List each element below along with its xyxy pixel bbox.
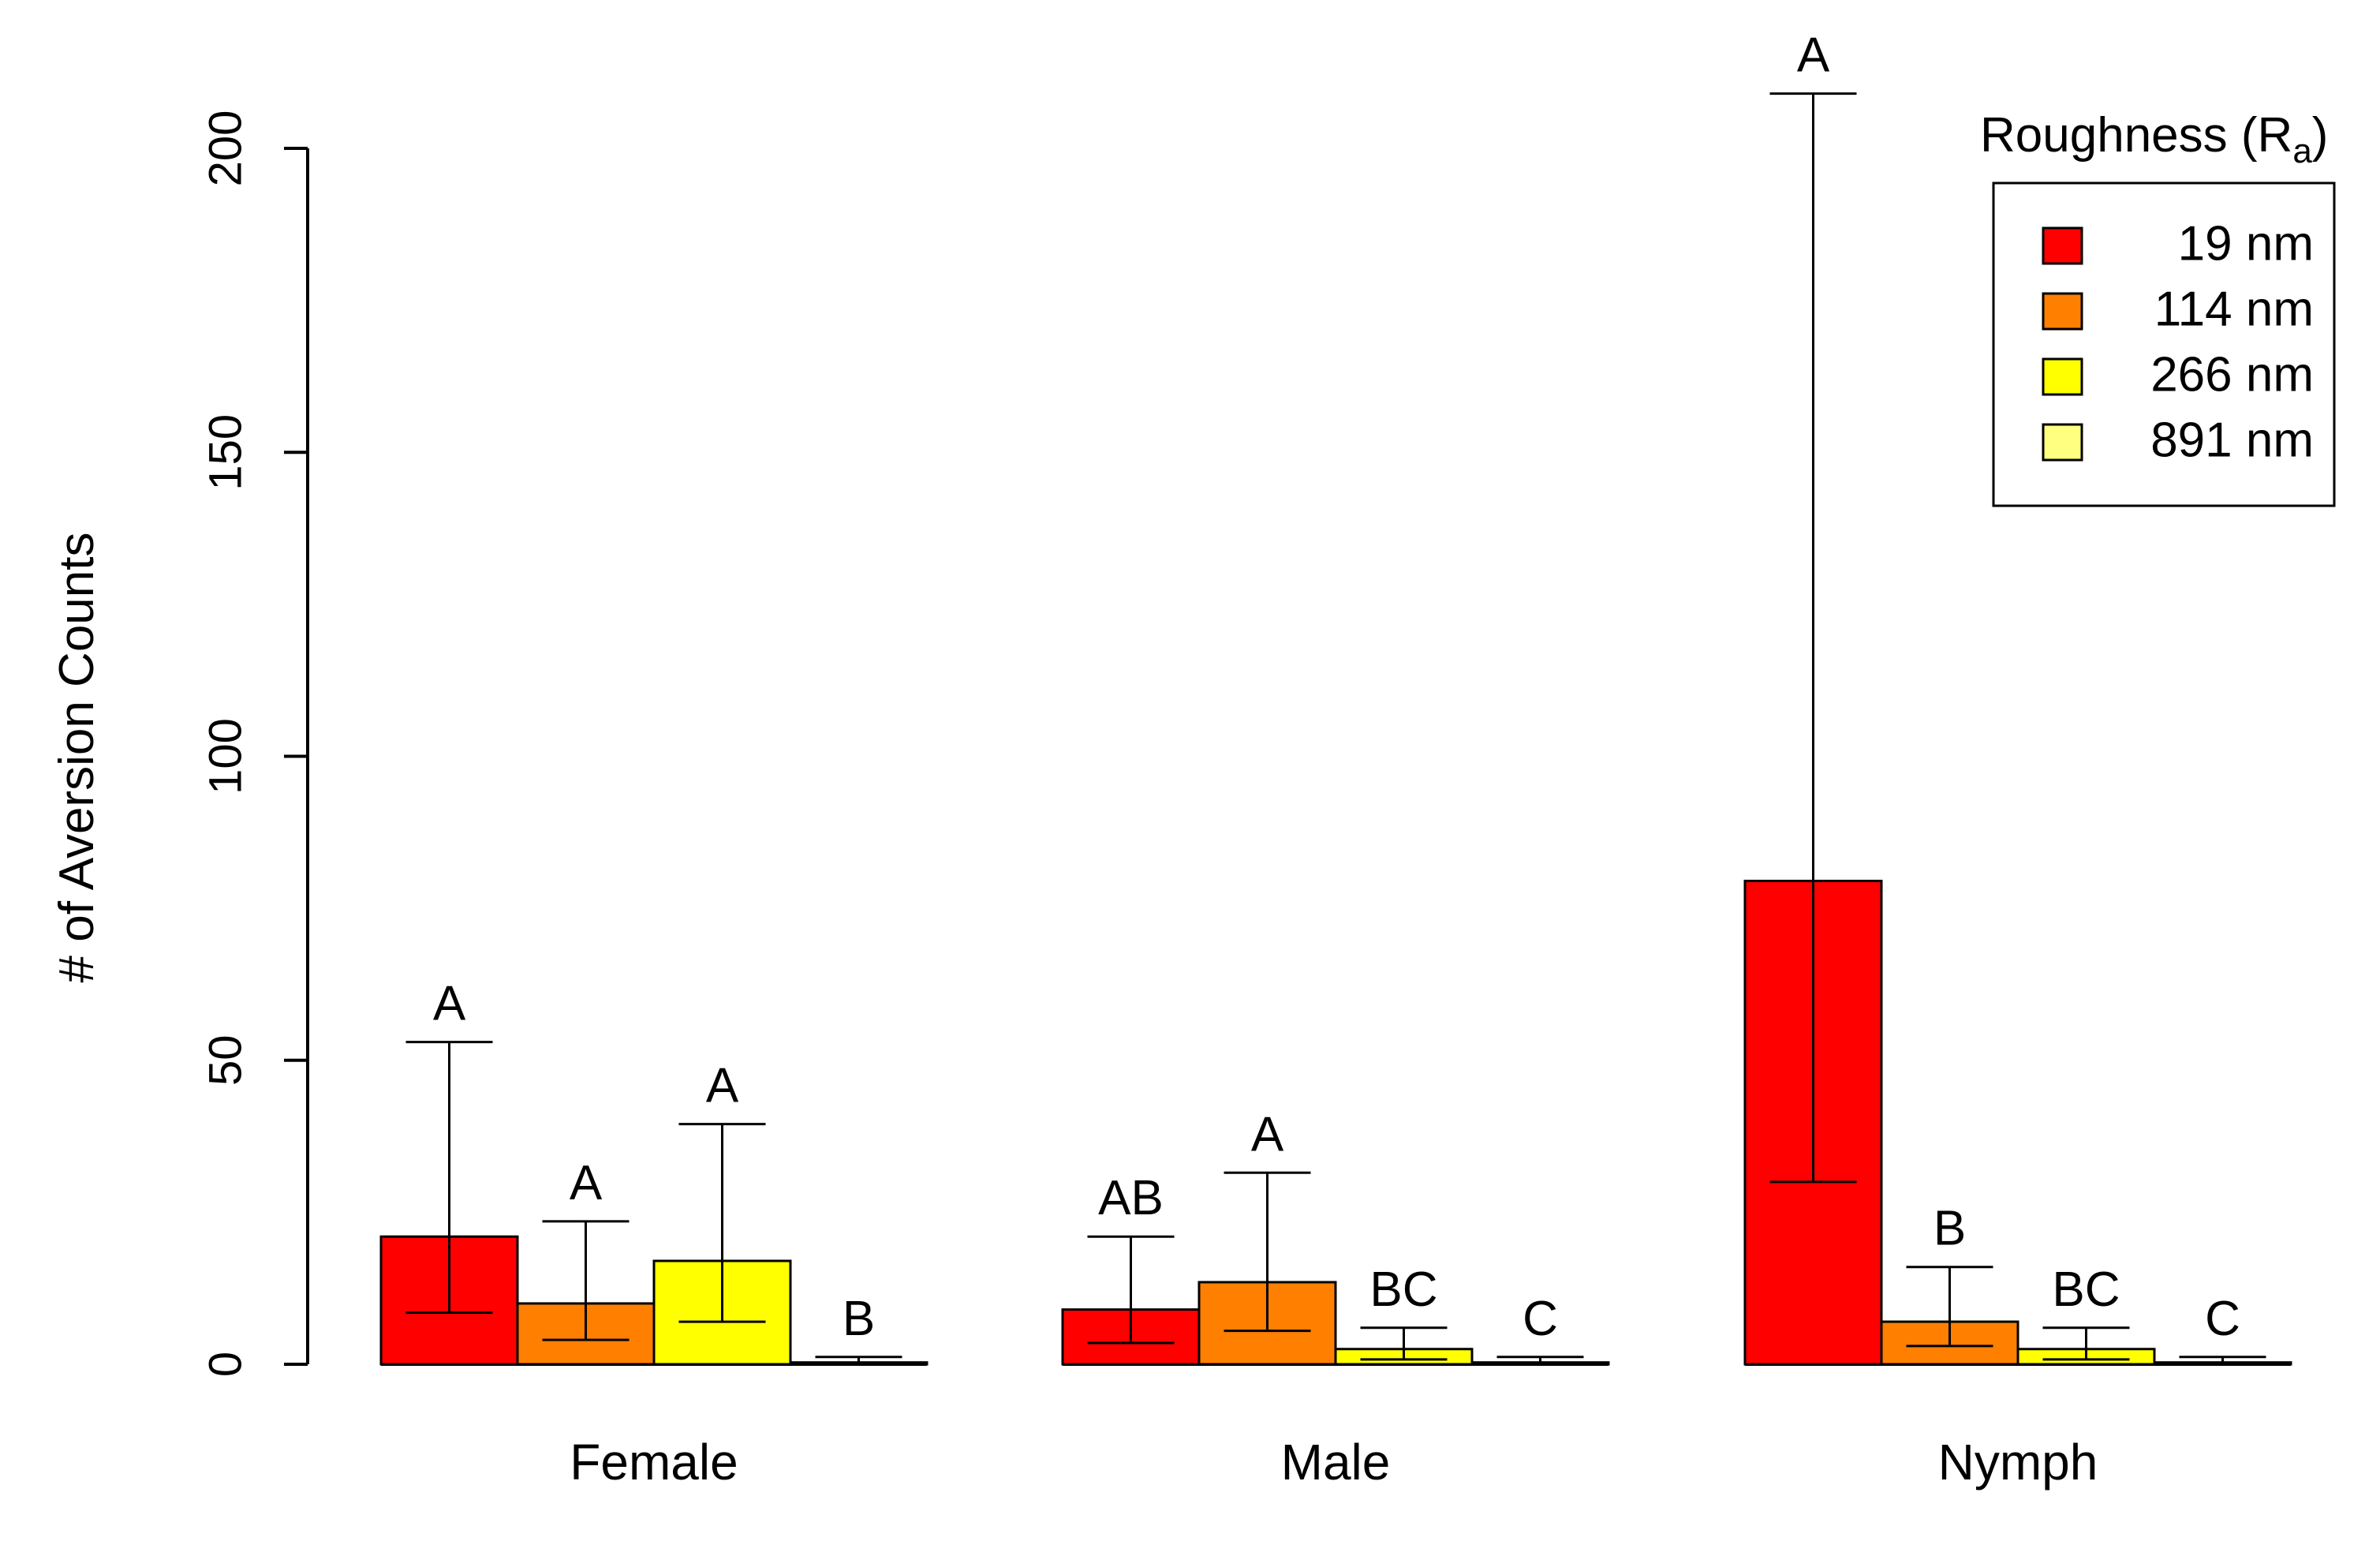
sig-letter-female-891nm: B [843, 1292, 875, 1346]
y-tick-label-50: 50 [200, 1034, 251, 1086]
category-labels-group: Female Male Nymph [570, 1434, 2098, 1491]
sig-letter-female-266nm: A [706, 1059, 739, 1113]
sig-letter-male-19nm: AB [1098, 1171, 1164, 1225]
legend-title-main: Roughness (R [1980, 108, 2292, 163]
legend-swatch-19nm [2042, 226, 2083, 265]
y-axis-ticks: 0 50 100 150 200 [200, 110, 308, 1377]
y-axis-title: # of Aversion Counts [50, 533, 104, 983]
error-bars-group [405, 92, 2266, 1364]
sig-letter-male-891nm: C [1523, 1292, 1558, 1346]
category-label-male: Male [1281, 1434, 1391, 1491]
legend-title-close: ) [2312, 108, 2329, 163]
legend-label-891nm: 891 nm [2150, 413, 2314, 467]
sig-letter-female-114nm: A [570, 1156, 603, 1210]
y-tick-label-200: 200 [200, 110, 251, 187]
sig-letter-nymph-891nm: C [2205, 1292, 2240, 1346]
legend-swatch-114nm [2042, 292, 2083, 331]
category-label-nymph: Nymph [1938, 1434, 2098, 1491]
category-label-female: Female [570, 1434, 738, 1491]
legend-swatch-891nm [2042, 423, 2083, 462]
y-tick-label-150: 150 [200, 414, 251, 491]
sig-letter-nymph-266nm: BC [2052, 1262, 2120, 1317]
legend-title-subscript: a [2292, 132, 2312, 170]
y-tick-label-0: 0 [200, 1352, 251, 1377]
sig-letter-male-114nm: A [1251, 1107, 1284, 1161]
legend-label-114nm: 114 nm [2154, 282, 2314, 336]
bars-group [379, 879, 2292, 1366]
sig-letter-female-19nm: A [433, 977, 466, 1031]
sig-letter-male-266nm: BC [1369, 1262, 1437, 1317]
legend-title: Roughness (Ra) [1980, 108, 2328, 170]
y-tick-label-100: 100 [200, 718, 251, 795]
legend-label-266nm: 266 nm [2150, 347, 2314, 402]
sig-letter-nymph-19nm: A [1797, 28, 1830, 83]
legend-items: 19 nm 114 nm 266 nm 891 nm [2042, 216, 2314, 467]
sig-letter-nymph-114nm: B [1934, 1202, 1966, 1256]
legend-swatch-266nm [2042, 357, 2083, 396]
legend-label-19nm: 19 nm [2178, 216, 2314, 271]
